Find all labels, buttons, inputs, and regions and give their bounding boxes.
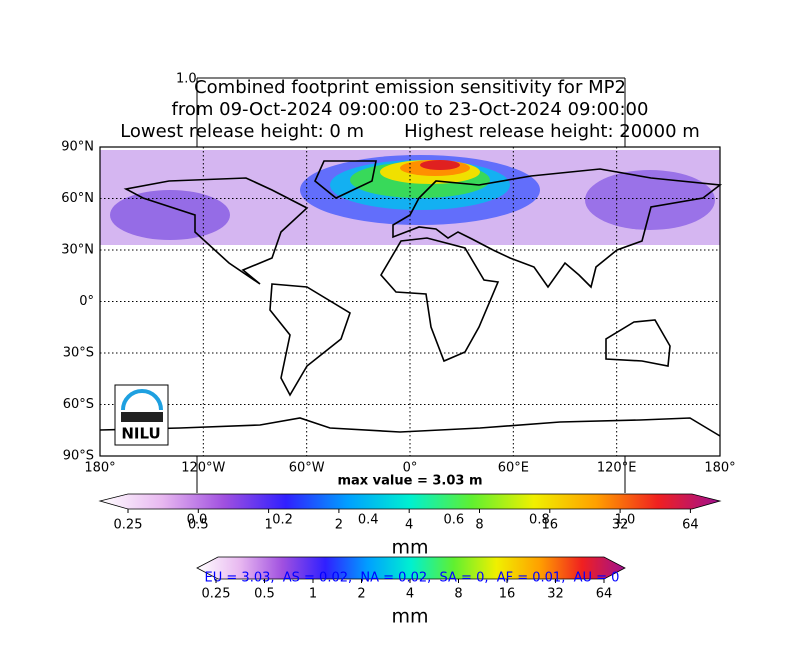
colorbar-tick-label: 8: [475, 518, 483, 533]
lon-label: 180°: [84, 461, 115, 476]
title-line: Lowest release height: 0 m Highest relea…: [120, 121, 700, 142]
stray-tick: 1.0: [176, 72, 197, 87]
lon-label: 60°E: [498, 461, 529, 476]
colorbar: mm: [98, 493, 722, 559]
lat-label: 60°N: [61, 191, 94, 206]
lat-label: 90°N: [61, 140, 94, 155]
stray-tick-label: 0.8: [529, 513, 550, 528]
lon-label: 120°W: [181, 461, 225, 476]
colorbar-unit: mm: [391, 537, 428, 559]
colorbar-tick-label: 0.5: [254, 587, 275, 602]
colorbar-tick-label: 0.5: [188, 518, 209, 533]
title-line: from 09-Oct-2024 09:00:00 to 23-Oct-2024…: [172, 99, 649, 120]
colorbar-tick-label: 16: [542, 518, 559, 533]
lat-label: 30°N: [61, 243, 94, 258]
logo-text: NILU: [121, 425, 160, 443]
max-value: max value = 3.03 m: [337, 474, 482, 489]
stray-tick-label: 0.2: [272, 513, 293, 528]
lat-label: 60°S: [63, 397, 94, 412]
colorbar-tick-label: 4: [405, 518, 413, 533]
map: NILU: [99, 146, 723, 457]
title-line: Combined footprint emission sensitivity …: [194, 77, 626, 98]
lat-label: 90°S: [63, 449, 94, 464]
colorbar-tick-label: 2: [335, 518, 343, 533]
lat-label: 30°S: [63, 346, 94, 361]
map-frame: [99, 146, 721, 457]
colorbar-tick-label: 1: [309, 587, 317, 602]
stray-tick-label: 0.6: [443, 513, 464, 528]
lat-label: 0°: [79, 294, 94, 309]
colorbar: EU = 3.03, AS = 0.02, NA = 0.02, SA = 0,…: [196, 556, 626, 628]
colorbar-tick-label: 0.25: [202, 587, 231, 602]
lon-label: 120°E: [597, 461, 637, 476]
coastlines: [99, 160, 723, 437]
stray-tick-label: 0.4: [358, 513, 379, 528]
colorbar-tick-label: 4: [406, 587, 414, 602]
lon-label: 180°: [704, 461, 735, 476]
colorbar-tick-label: 32: [612, 518, 629, 533]
stray-tick-label: 1.0: [615, 513, 636, 528]
colorbar-tick-label: 2: [357, 587, 365, 602]
logo: NILU: [114, 384, 169, 446]
colorbar-tick-label: 1: [264, 518, 272, 533]
lon-label: 60°W: [289, 461, 325, 476]
graticule: [100, 147, 720, 456]
colorbar-tick-label: 0.25: [114, 518, 143, 533]
region-summary: EU = 3.03, AS = 0.02, NA = 0.02, SA = 0,…: [205, 571, 620, 586]
colorbar-tick-label: 64: [682, 518, 699, 533]
sensitivity-field: [100, 150, 720, 245]
colorbar-tick-label: 8: [454, 587, 462, 602]
colorbar-tick-label: 32: [547, 587, 564, 602]
colorbar-unit: mm: [391, 606, 428, 628]
lon-label: 0°: [403, 461, 418, 476]
stray-tick-label: 0.0: [187, 513, 208, 528]
colorbar-tick-label: 64: [596, 587, 613, 602]
title: Combined footprint emission sensitivity …: [120, 77, 700, 142]
colorbar-tick-label: 16: [499, 587, 516, 602]
